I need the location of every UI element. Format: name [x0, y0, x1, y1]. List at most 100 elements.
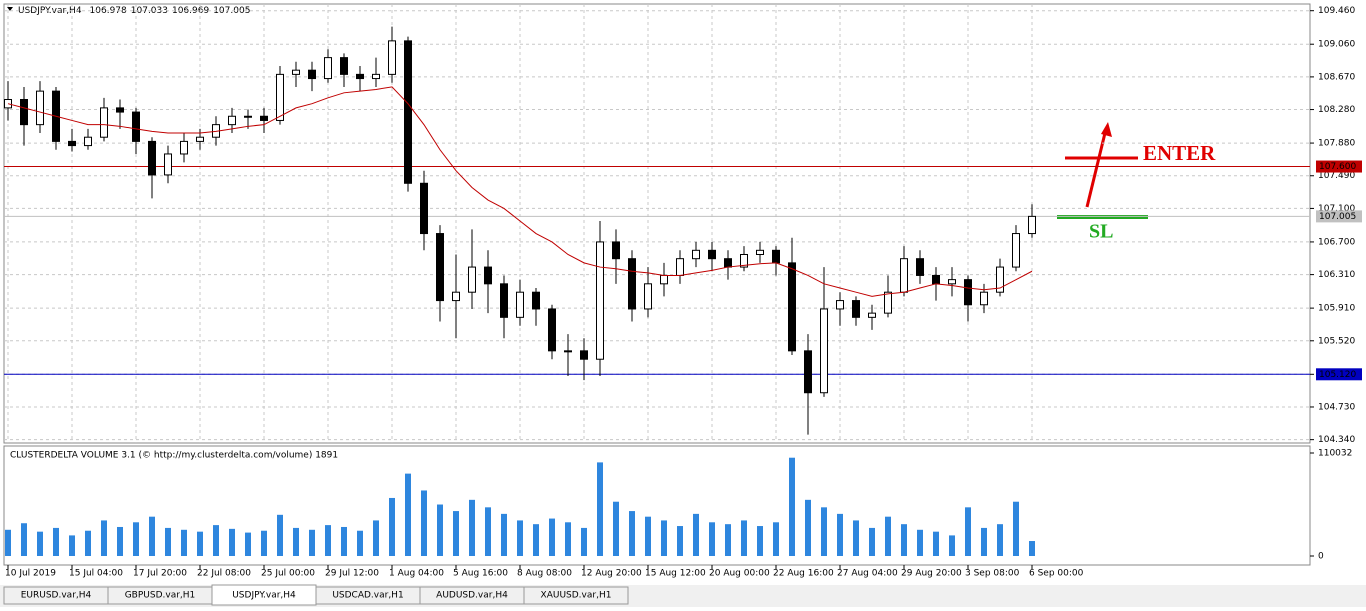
- tab-label[interactable]: USDCAD.var,H1: [332, 591, 403, 601]
- candle-body: [916, 258, 924, 276]
- volume-bar: [437, 504, 443, 556]
- candle-body: [484, 266, 492, 285]
- candle-body: [164, 153, 172, 176]
- volume-bar: [693, 513, 699, 556]
- tab-label[interactable]: USDJPY.var,H4: [232, 591, 296, 601]
- y-tick-label: 109.460: [1318, 6, 1355, 16]
- candle-body: [452, 291, 460, 302]
- volume-bar: [981, 527, 987, 556]
- enter-arrow: [1085, 132, 1107, 208]
- candle-body: [788, 262, 796, 352]
- volume-bar: [53, 527, 59, 556]
- candle-body: [228, 115, 236, 126]
- x-tick-label: 29 Aug 20:00: [901, 569, 962, 579]
- candle-body: [692, 249, 700, 260]
- candle-body: [596, 241, 604, 360]
- candle-body: [756, 249, 764, 255]
- candle-body: [644, 283, 652, 310]
- candle-body: [628, 258, 636, 310]
- volume-bar: [69, 535, 75, 556]
- volume-bar: [229, 528, 235, 556]
- x-tick-label: 12 Aug 20:00: [581, 569, 642, 579]
- candle-body: [356, 73, 364, 80]
- volume-bar: [805, 499, 811, 556]
- candle-body: [388, 40, 396, 75]
- volume-bar: [1029, 541, 1035, 556]
- y-tick-label: 0: [1318, 552, 1324, 562]
- x-tick-label: 20 Aug 00:00: [709, 569, 770, 579]
- volume-bar: [405, 473, 411, 556]
- volume-bar: [389, 497, 395, 556]
- x-tick-label: 5 Aug 16:00: [453, 569, 508, 579]
- candle-body: [852, 300, 860, 318]
- volume-bar: [853, 520, 859, 556]
- tab-label[interactable]: EURUSD.var,H4: [21, 591, 92, 601]
- x-tick-label: 6 Sep 00:00: [1029, 569, 1084, 579]
- candle-body: [196, 136, 204, 142]
- candle-body: [612, 241, 620, 260]
- volume-bar: [757, 526, 763, 556]
- x-tick-label: 27 Aug 04:00: [837, 569, 898, 579]
- candle-body: [116, 107, 124, 113]
- candle-body: [500, 283, 508, 318]
- candle-body: [660, 274, 668, 285]
- volume-bar: [885, 516, 891, 556]
- volume-bar: [517, 520, 523, 556]
- ohlc-value: 107.005: [213, 6, 250, 16]
- tab[interactable]: [523, 586, 629, 605]
- volume-bar: [181, 529, 187, 556]
- volume-bar: [341, 526, 347, 556]
- y-tick-label: 108.670: [1318, 72, 1355, 82]
- tab-label[interactable]: AUDUSD.var,H4: [436, 591, 508, 601]
- x-tick-label: 22 Aug 16:00: [773, 569, 834, 579]
- candle-body: [532, 291, 540, 310]
- level-box: [1316, 368, 1362, 381]
- candle-body: [20, 99, 28, 126]
- volume-bar: [581, 527, 587, 556]
- volume-bar: [37, 531, 43, 556]
- tab-label[interactable]: GBPUSD.var,H1: [125, 591, 196, 601]
- volume-bar: [277, 514, 283, 556]
- candle-body: [516, 291, 524, 318]
- volume-bar: [629, 511, 635, 556]
- indicator-title: CLUSTERDELTA VOLUME 3.1 (© http://my.clu…: [10, 451, 338, 461]
- candle-body: [1012, 233, 1020, 268]
- x-tick-label: 25 Jul 00:00: [261, 569, 315, 579]
- candle-body: [900, 258, 908, 293]
- candle-body: [836, 300, 844, 310]
- level-box: [1316, 160, 1362, 173]
- candle-body: [708, 249, 716, 260]
- x-tick-label: 1 Aug 04:00: [389, 569, 444, 579]
- x-tick-label: 10 Jul 2019: [5, 569, 56, 579]
- candle-body: [980, 291, 988, 306]
- candle-body: [308, 69, 316, 80]
- volume-bar: [933, 531, 939, 556]
- volume-bar: [469, 499, 475, 556]
- volume-bar: [789, 457, 795, 556]
- volume-bar: [501, 513, 507, 556]
- volume-bar: [325, 525, 331, 556]
- volume-bar: [837, 513, 843, 556]
- volume-bar: [565, 522, 571, 556]
- volume-bar: [741, 520, 747, 556]
- candle-body: [100, 107, 108, 138]
- y-tick-label: 104.340: [1318, 435, 1355, 445]
- x-tick-label: 17 Jul 20:00: [133, 569, 187, 579]
- y-tick-label: 109.060: [1318, 40, 1355, 50]
- volume-bar: [85, 530, 91, 556]
- volume-bar: [149, 516, 155, 556]
- volume-bar: [309, 529, 315, 556]
- candle-body: [996, 266, 1004, 293]
- y-tick-label: 105.520: [1318, 336, 1355, 346]
- y-tick-label: 106.700: [1318, 237, 1355, 247]
- volume-bar: [549, 518, 555, 556]
- candle-body: [68, 140, 76, 147]
- menu-triangle: [7, 7, 13, 11]
- volume-bar: [533, 524, 539, 556]
- candle-body: [932, 274, 940, 285]
- volume-bar: [133, 522, 139, 556]
- y-tick-label: 107.100: [1318, 204, 1355, 214]
- level-label: 107.005: [1319, 212, 1356, 222]
- tab-label[interactable]: XAUUSD.var,H1: [541, 591, 612, 601]
